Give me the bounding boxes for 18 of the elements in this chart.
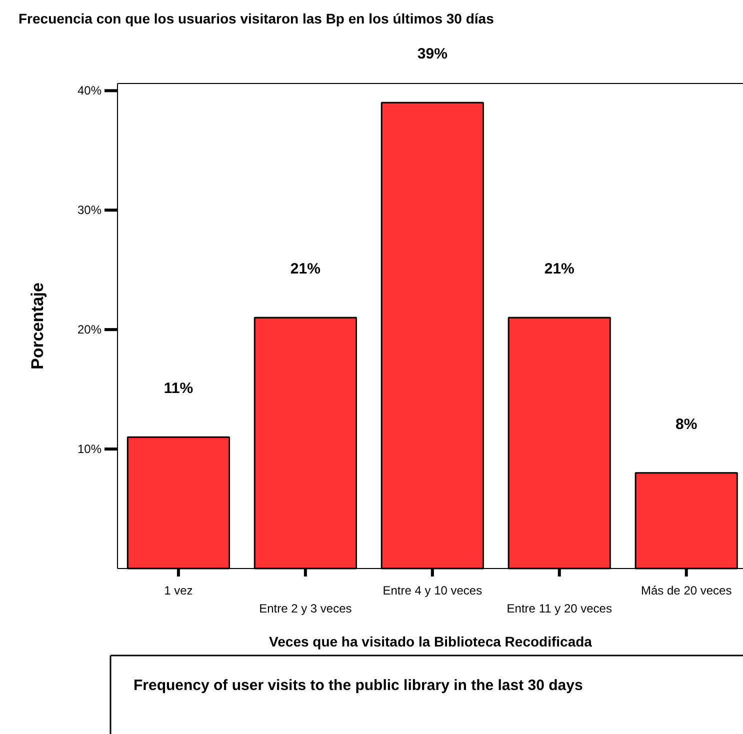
x-tick-label: 1 vez [164,584,193,598]
y-axis-title: Porcentaje [28,282,47,370]
x-tick-label: Entre 11 y 20 veces [506,602,612,616]
data-label: 21% [290,260,320,278]
data-label: 39% [417,46,448,63]
x-axis-title: Veces que ha visitado la Biblioteca Recodificada [269,634,592,650]
data-label: 8% [676,416,698,433]
data-label: 21% [544,260,574,278]
data-label: 11% [164,380,194,398]
text: Frequency of user visits to the public library in the last 30 days [134,677,583,694]
y-tick-label: 10% [77,442,102,456]
y-tick-label: 40% [77,84,102,98]
y-tick-label: 20% [77,322,102,337]
x-tick-label: Entre 4 y 10 veces [382,584,482,598]
x-tick-label: Entre 2 y 3 veces [259,602,352,616]
x-tick-label: Más de 20 veces [641,584,732,598]
chart-title: Frecuencia con que los usuarios visitaron las Bp en los últimos 30 días [18,10,494,26]
y-tick-label: 30% [77,203,102,218]
